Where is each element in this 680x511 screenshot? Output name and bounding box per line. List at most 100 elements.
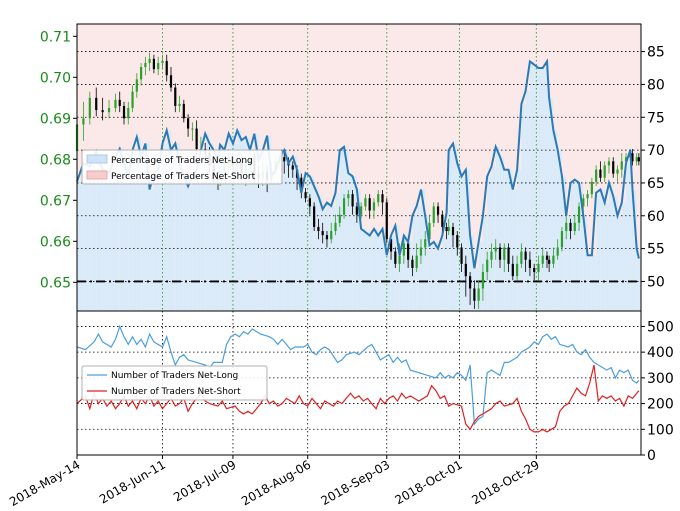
candle-body xyxy=(541,255,544,264)
net-long-fill-bar xyxy=(621,202,627,311)
net-long-fill-bar xyxy=(561,176,567,311)
net-short-fill-bar xyxy=(196,24,201,170)
candle-body xyxy=(342,198,346,215)
candle-body xyxy=(607,161,611,166)
candle-body xyxy=(477,288,480,301)
net-long-fill-bar xyxy=(504,169,509,311)
net-short-fill-bar xyxy=(608,24,614,183)
candle-body xyxy=(283,157,286,162)
legend-label-net-long: Percentage of Traders Net-Long xyxy=(111,156,253,166)
candle-body xyxy=(620,161,623,170)
net-long-fill-bar xyxy=(136,136,142,311)
candle-body xyxy=(631,153,634,162)
price-tick-label: 0.68 xyxy=(40,152,71,168)
net-long-fill-bar xyxy=(529,61,535,311)
percentage-tick-label: 75 xyxy=(647,110,665,126)
candle-body xyxy=(398,255,401,264)
net-short-fill-bar xyxy=(245,24,251,137)
net-long-fill-bar xyxy=(566,215,571,311)
net-short-fill-bar xyxy=(399,24,404,256)
candle-body xyxy=(364,198,367,207)
net-short-fill-bar xyxy=(241,24,246,141)
net-short-fill-bar xyxy=(433,24,439,243)
net-long-fill-bar xyxy=(179,163,184,311)
net-long-fill-bar xyxy=(487,176,492,311)
net-long-fill-bar xyxy=(591,255,597,311)
bottom-legend-box xyxy=(81,365,268,401)
net-long-fill-bar xyxy=(145,143,150,311)
net-short-fill-bar xyxy=(314,24,319,187)
net-long-fill-bar xyxy=(258,159,263,311)
candle-body xyxy=(511,263,514,277)
net-long-fill-bar xyxy=(391,235,396,311)
candle-body xyxy=(360,206,363,215)
candle-body xyxy=(520,251,523,264)
net-short-fill-bar xyxy=(326,24,332,203)
net-long-fill-bar xyxy=(604,202,609,311)
candle-body xyxy=(481,272,485,289)
net-short-fill-bar xyxy=(361,24,366,229)
net-short-fill-bar xyxy=(171,24,176,151)
candle-body xyxy=(114,99,117,109)
net-short-fill-bar xyxy=(102,24,110,170)
net-long-fill-bar xyxy=(158,169,163,311)
net-short-fill-bar xyxy=(378,24,383,236)
net-short-fill-bar xyxy=(279,24,285,157)
net-long-fill-bar xyxy=(218,159,221,311)
net-short-fill-bar xyxy=(438,24,443,249)
net-short-fill-bar xyxy=(587,24,592,256)
bottom-panel: 0 100 200 300 400 500 Number of Traders Net-L… xyxy=(76,310,674,464)
percentage-tick-label: 65 xyxy=(647,176,665,192)
candle-body xyxy=(351,194,354,207)
net-short-fill-bar xyxy=(495,24,500,147)
traders-net-long-line xyxy=(76,324,640,426)
candle-body xyxy=(586,194,589,199)
net-long-fill-bar xyxy=(205,133,210,311)
candle-body xyxy=(355,206,358,215)
net-long-fill-bar xyxy=(638,258,641,311)
net-long-fill-bar xyxy=(478,242,483,311)
net-long-fill-bar xyxy=(626,163,631,311)
candle-body xyxy=(486,259,489,273)
candle-body xyxy=(321,231,324,236)
count-tick-label: 400 xyxy=(647,345,674,361)
net-short-fill-bar xyxy=(549,24,554,98)
candle-body xyxy=(533,267,536,273)
net-long-fill-bar xyxy=(102,169,110,311)
net-long-fill-bar xyxy=(344,146,349,311)
net-short-fill-bar xyxy=(209,24,214,144)
net-long-fill-bar xyxy=(318,196,323,311)
legend-label-traders-long: Number of Traders Net-Long xyxy=(111,371,238,381)
net-long-fill-bar xyxy=(608,182,614,311)
net-long-fill-bar xyxy=(453,143,458,311)
candle-body xyxy=(441,214,444,227)
net-short-fill-bar xyxy=(613,24,618,197)
net-long-fill-bar xyxy=(309,176,315,311)
net-long-fill-bar xyxy=(583,215,588,311)
net-long-fill-bar xyxy=(275,169,280,311)
net-long-fill-bar xyxy=(149,189,154,311)
price-tick-label: 0.71 xyxy=(40,29,71,45)
net-short-fill-bar xyxy=(500,24,505,157)
net-long-fill-bar xyxy=(132,150,137,311)
candle-body xyxy=(436,206,440,215)
price-tick-label: 0.66 xyxy=(40,234,71,250)
net-long-fill-bar xyxy=(553,130,558,311)
net-short-fill-bar xyxy=(553,24,558,131)
net-short-fill-bar xyxy=(542,24,547,69)
net-short-fill-bar xyxy=(369,24,374,236)
candle-body xyxy=(451,226,455,236)
candle-body xyxy=(101,110,104,113)
net-long-fill-bar xyxy=(339,150,345,311)
net-long-fill-bar xyxy=(361,228,366,311)
net-short-fill-bar xyxy=(183,24,189,177)
candle-body xyxy=(595,169,598,182)
net-short-fill-bar xyxy=(478,24,483,243)
percentage-tick-label: 55 xyxy=(647,242,665,258)
candle-body xyxy=(174,87,177,106)
legend-swatch-net-short xyxy=(86,170,108,180)
candle-body xyxy=(503,247,506,260)
net-long-fill-bar xyxy=(403,235,409,311)
net-short-fill-bar xyxy=(275,24,280,170)
net-long-fill-bar xyxy=(109,173,116,311)
